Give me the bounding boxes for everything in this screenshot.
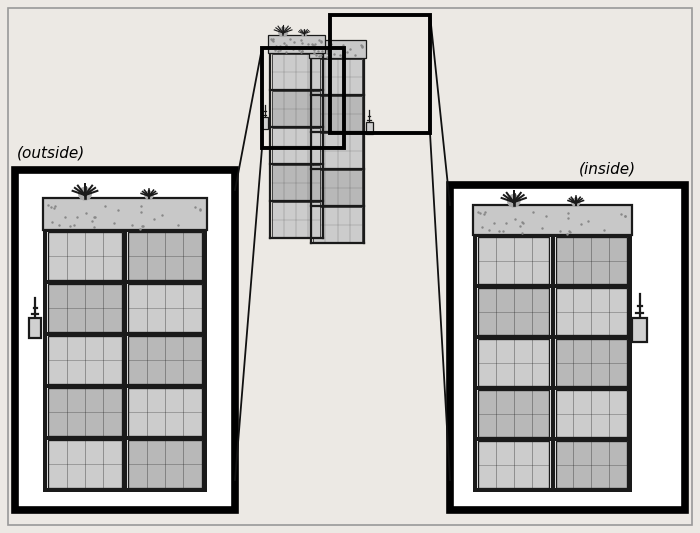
Bar <box>128 232 202 280</box>
Bar <box>48 388 122 436</box>
Bar <box>128 440 202 488</box>
Bar <box>128 284 202 332</box>
Bar <box>478 288 550 335</box>
Bar <box>29 318 41 338</box>
Circle shape <box>279 28 288 36</box>
Bar <box>314 207 362 241</box>
Circle shape <box>572 198 580 206</box>
Bar <box>128 388 202 436</box>
Bar <box>478 390 550 437</box>
Bar <box>48 232 122 280</box>
Bar <box>556 441 627 488</box>
Bar <box>556 390 627 437</box>
Bar <box>268 35 325 53</box>
Bar <box>314 133 362 167</box>
Text: (inside): (inside) <box>580 161 636 176</box>
Bar <box>478 339 550 386</box>
Bar <box>128 336 202 384</box>
Bar <box>272 92 321 125</box>
Bar <box>272 128 321 163</box>
Bar <box>314 171 362 205</box>
Circle shape <box>508 195 520 207</box>
Bar <box>48 284 122 332</box>
Bar <box>632 318 647 342</box>
Bar <box>48 336 122 384</box>
Bar <box>556 339 627 386</box>
Bar <box>272 54 321 88</box>
Bar <box>48 440 122 488</box>
Bar <box>261 117 268 130</box>
Bar <box>272 165 321 199</box>
Bar <box>262 48 344 148</box>
Bar <box>478 237 550 284</box>
Bar <box>314 60 362 93</box>
Circle shape <box>301 30 307 36</box>
Bar <box>309 40 365 58</box>
Bar <box>330 15 430 133</box>
Circle shape <box>78 188 91 200</box>
Bar <box>15 170 235 510</box>
Bar <box>556 288 627 335</box>
Bar <box>556 237 627 284</box>
Circle shape <box>145 191 153 199</box>
Bar <box>272 203 321 237</box>
Bar <box>43 198 207 230</box>
Bar <box>365 123 372 134</box>
Bar <box>478 441 550 488</box>
Bar <box>314 96 362 131</box>
Bar <box>450 185 685 510</box>
Text: (outside): (outside) <box>17 146 85 161</box>
Bar <box>473 205 632 235</box>
